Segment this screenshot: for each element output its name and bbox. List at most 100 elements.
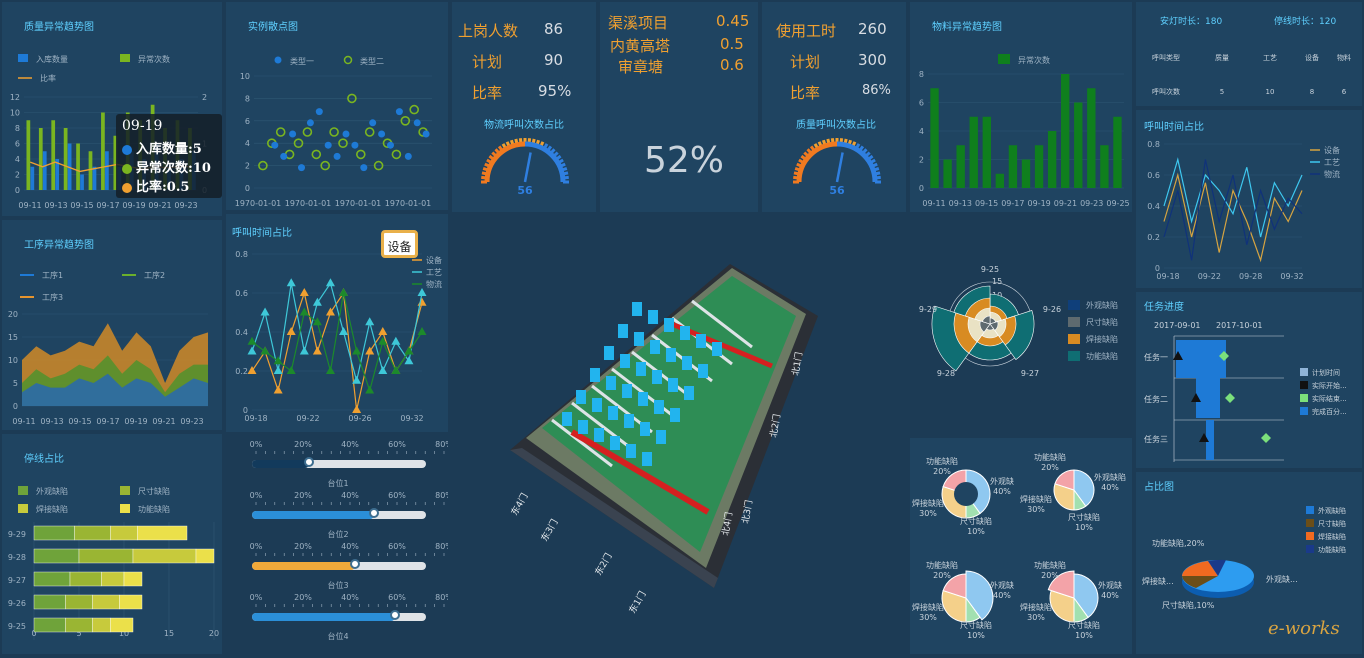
y-tick-label: 2 — [919, 156, 924, 165]
pie-slice — [965, 570, 994, 621]
scatter-point — [289, 130, 297, 138]
y-tick-label: 9-29 — [8, 530, 26, 539]
y-tick-label: 0 — [15, 186, 20, 195]
machine — [642, 452, 652, 466]
legend-swatch — [18, 504, 28, 513]
slider-tick-label: 60% — [388, 491, 406, 500]
bar-segment — [33, 525, 75, 541]
pie-label: 外观缺陷 — [1094, 472, 1126, 482]
stop-duration: 停线时长：120 — [1274, 17, 1337, 27]
kpi-label: 审章塘 — [618, 58, 664, 76]
legend-label: 物流 — [426, 279, 442, 289]
x-tick-label: 09-15 — [975, 199, 998, 208]
y-tick-label: 9-26 — [8, 599, 26, 608]
scatter-point — [387, 141, 394, 149]
red-line — [570, 429, 710, 515]
legend-swatch — [998, 54, 1010, 64]
data-marker — [312, 297, 322, 306]
pie-hole — [954, 482, 978, 506]
machine — [650, 340, 660, 354]
legend-label: 异常次数 — [1018, 55, 1050, 65]
bar-segment — [137, 525, 188, 541]
data-marker — [352, 346, 362, 355]
panel-title: 占比图 — [1144, 482, 1174, 493]
station-slider[interactable] — [252, 610, 426, 621]
series-dot-icon — [122, 144, 132, 155]
slider-tick-label: 60% — [388, 440, 406, 449]
station-slider[interactable] — [252, 559, 426, 570]
factory-wall — [510, 448, 718, 588]
x-tick-label: 09-11 — [12, 417, 35, 426]
pie-label: 30% — [919, 509, 937, 518]
data-marker — [404, 346, 414, 355]
share-pie-panel: 占比图 功能缺陷,20% 焊接缺... 外观缺... 尺寸缺陷,10% 外观缺陷 尺寸缺陷… — [1136, 472, 1362, 654]
pie-label: 20% — [1041, 463, 1059, 472]
slider-tick-label: 80% — [435, 491, 448, 500]
slider-handle[interactable] — [349, 559, 360, 569]
slider-handle[interactable] — [304, 457, 315, 467]
table-header: 设备 — [1305, 53, 1319, 62]
x-tick-label: 09-19 — [1028, 199, 1051, 208]
scatter-point — [400, 116, 411, 126]
station-slider[interactable] — [252, 457, 426, 468]
series-dot-icon — [122, 182, 132, 193]
pie-slice — [1047, 570, 1075, 599]
x-tick-label: 09-23 — [180, 417, 203, 426]
machine — [670, 408, 680, 422]
process-trend-panel: 工序异常趋势图 工序1 工序2 工序3 0 5 10 15 20 09-11 09-13 09-15… — [2, 220, 222, 430]
y-tick-label: 4 — [245, 139, 250, 148]
bar — [1100, 145, 1109, 188]
rose-panel: 510159-259-269-279-289-29外观缺陷尺寸缺陷焊接缺陷功能缺… — [910, 216, 1132, 434]
machine — [604, 346, 614, 360]
x-tick-label: 09-26 — [348, 414, 371, 423]
factory-3d-view[interactable]: 东4门 东3门 东2门 东1门 北4门 北3门 北2门 北1门 — [452, 216, 906, 654]
slider-tick-label: 0% — [250, 542, 263, 551]
bar-segment — [92, 594, 120, 610]
pie-label: 40% — [993, 591, 1011, 600]
gauge-needle — [835, 152, 844, 183]
scatter-point — [413, 119, 421, 127]
machine — [620, 354, 630, 368]
kpi-value: 260 — [858, 20, 887, 38]
call-time-panel-2: 呼叫时间占比 0 0.2 0.4 0.6 0.8 设备 工艺 物流 09-18 09-22 09-2… — [1136, 110, 1362, 288]
legend-label: 工序3 — [42, 292, 63, 302]
legend-label: 尺寸缺陷 — [1318, 519, 1346, 528]
legend-label: 工艺 — [426, 268, 442, 277]
pie-label: 尺寸缺陷 — [960, 620, 992, 630]
data-marker — [260, 346, 270, 355]
pie-slice — [1054, 469, 1075, 491]
slider-tick-label: 40% — [341, 593, 359, 602]
legend-swatch — [274, 56, 282, 64]
x-tick-label: 09-32 — [1280, 272, 1303, 281]
pie-slice — [1073, 573, 1099, 619]
kpi-value: 95% — [538, 82, 572, 100]
slider-fill — [252, 562, 355, 570]
data-marker — [352, 405, 362, 413]
data-marker — [378, 366, 388, 374]
scatter-point — [280, 152, 288, 160]
legend-swatch — [1306, 519, 1314, 527]
pie-label: 外观缺 — [1098, 580, 1122, 590]
gantt-bar — [1206, 420, 1214, 460]
defect-pies: 功能缺陷20%外观缺40%焊接缺陷30%尺寸缺陷10%功能缺陷20%外观缺陷40… — [912, 452, 1126, 640]
slider-fill — [252, 511, 374, 519]
pie-label: 10% — [967, 527, 985, 536]
bar-segment — [123, 571, 143, 587]
legend-swatch — [1300, 381, 1308, 389]
quality-gauge: 56 — [793, 138, 881, 197]
status-table-panel: 安灯时长：180 停线时长：120 呼叫类型 质量 工艺 设备 物料 呼叫次数 5 10 8 6 — [1136, 2, 1362, 106]
bar — [982, 116, 991, 188]
legend-label: 计划时间 — [1312, 368, 1340, 377]
pie-label: 外观缺... — [1266, 574, 1298, 584]
y-tick-label: 0.8 — [235, 250, 248, 259]
slider-handle[interactable] — [389, 610, 400, 620]
kpi-value: 86 — [544, 20, 564, 38]
gantt-task: 任务二 — [1144, 394, 1168, 404]
station-slider[interactable] — [252, 508, 426, 519]
slider-handle[interactable] — [368, 508, 379, 518]
x-tick-label: 1970-01-01 — [285, 199, 332, 208]
machine — [666, 348, 676, 362]
